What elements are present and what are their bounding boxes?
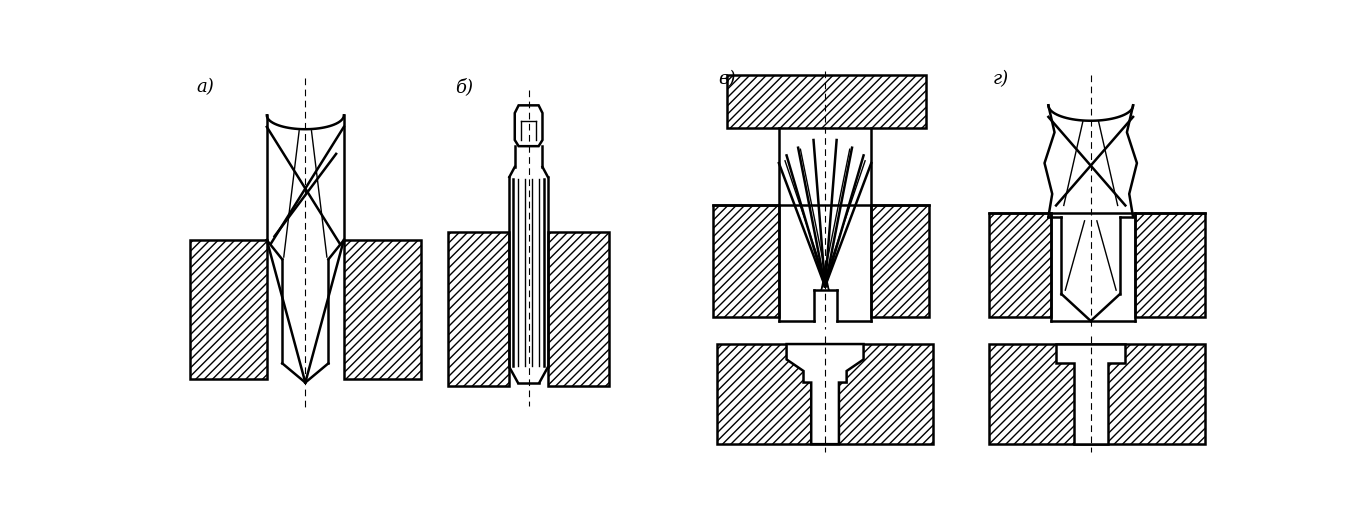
Polygon shape (1056, 344, 1126, 444)
Polygon shape (514, 106, 543, 146)
Bar (547, 233, 610, 386)
Text: в): в) (718, 70, 736, 89)
Bar (1135, 213, 1205, 317)
Text: г): г) (993, 70, 1010, 89)
Text: б): б) (456, 78, 473, 96)
Bar (989, 213, 1051, 317)
Polygon shape (787, 344, 863, 444)
Bar (717, 344, 933, 444)
Text: а): а) (196, 78, 213, 96)
Bar (343, 240, 421, 379)
Bar (190, 240, 267, 379)
Bar (989, 344, 1205, 444)
Bar (728, 75, 926, 129)
Bar (871, 205, 929, 317)
Bar (714, 205, 778, 317)
Bar (447, 233, 509, 386)
